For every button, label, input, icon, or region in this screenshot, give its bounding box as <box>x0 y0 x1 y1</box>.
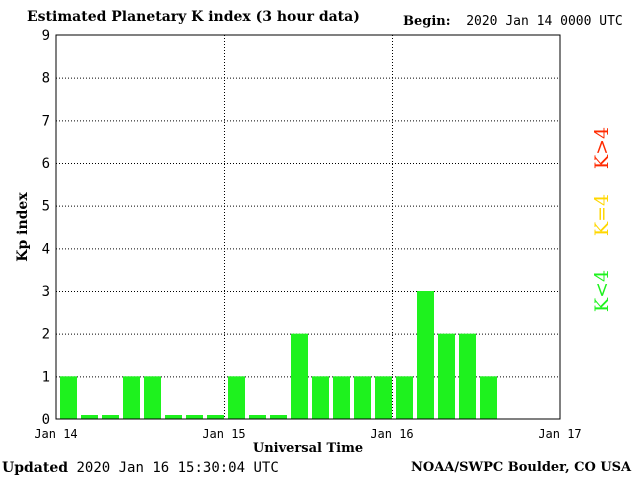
legend-item: K=4 <box>591 194 613 236</box>
legend-item: K>4 <box>591 127 613 169</box>
kp-bar <box>249 415 266 419</box>
kp-bar <box>165 415 182 419</box>
y-tick-label: 8 <box>42 71 50 87</box>
y-tick-label: 5 <box>42 199 50 215</box>
y-tick-label: 7 <box>42 113 50 129</box>
source-credit: NOAA/SWPC Boulder, CO USA <box>411 460 632 475</box>
kp-bar <box>186 415 203 419</box>
y-tick-label: 4 <box>42 241 50 257</box>
kp-bar <box>438 333 455 419</box>
x-tick-label: Jan 17 <box>538 427 581 441</box>
y-axis-label: Kp index <box>15 192 31 262</box>
kp-bar <box>291 333 308 419</box>
kp-bar <box>459 333 476 419</box>
kp-bar <box>480 376 497 419</box>
kp-bar <box>333 376 350 419</box>
kp-bar <box>144 376 161 419</box>
kp-bar <box>60 376 77 419</box>
kp-bar <box>81 415 98 419</box>
plot-frame <box>55 34 561 420</box>
kp-bar <box>396 376 413 419</box>
y-tick-label: 1 <box>42 369 50 385</box>
kp-bar <box>228 376 245 419</box>
x-tick-label: Jan 16 <box>370 427 413 441</box>
x-axis-label: Universal Time <box>253 441 363 456</box>
updated-label: Updated <box>2 460 69 476</box>
begin-label: Begin: <box>403 14 451 29</box>
y-tick-label: 9 <box>42 28 50 44</box>
y-tick-label: 6 <box>42 156 50 172</box>
legend: K>4 K=4 K<4 <box>591 127 613 312</box>
begin-value: 2020 Jan 14 0000 UTC <box>466 14 623 29</box>
kp-bar <box>375 376 392 419</box>
kp-bar <box>354 376 371 419</box>
y-tick-labels: 0 1 2 3 4 5 6 7 8 9 <box>42 28 50 428</box>
kp-bar <box>312 376 329 419</box>
y-tick-label: 2 <box>42 327 50 343</box>
kp-bar <box>417 291 434 419</box>
kp-bar <box>102 415 119 419</box>
x-tick-labels: Jan 14 Jan 15 Jan 16 Jan 17 <box>34 427 581 441</box>
legend-item: K<4 <box>591 270 613 312</box>
x-tick-label: Jan 14 <box>34 427 77 441</box>
updated-time: Updated 2020 Jan 16 15:30:04 UTC <box>2 460 279 476</box>
updated-value: 2020 Jan 16 15:30:04 UTC <box>76 460 279 476</box>
kp-bar <box>207 415 224 419</box>
y-tick-label: 0 <box>42 412 50 428</box>
chart-title: Estimated Planetary K index (3 hour data… <box>27 9 360 25</box>
begin-time: Begin: 2020 Jan 14 0000 UTC <box>403 14 623 29</box>
kp-bar <box>123 376 140 419</box>
kp-bar <box>270 415 287 419</box>
bars <box>60 291 497 419</box>
x-tick-label: Jan 15 <box>202 427 245 441</box>
y-tick-label: 3 <box>42 284 50 300</box>
